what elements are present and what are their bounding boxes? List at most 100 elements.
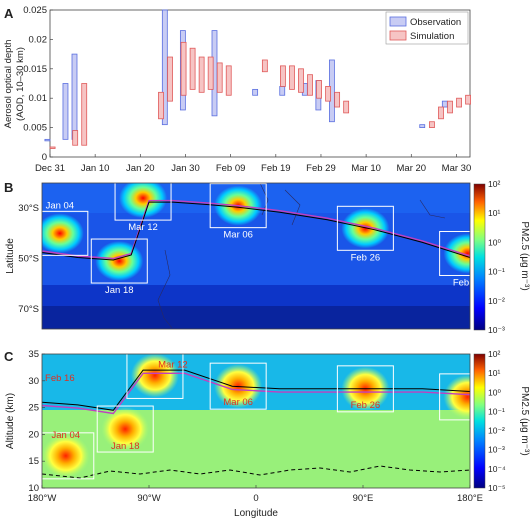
b-cbtick-label: 10¹ bbox=[488, 208, 500, 218]
c-cbtick-label: 10⁻¹ bbox=[488, 406, 505, 416]
b-ytick-label: 50°S bbox=[18, 254, 39, 265]
legend-label-observation: Observation bbox=[410, 17, 461, 28]
box-b-label: Feb 26 bbox=[351, 252, 381, 263]
panel-c-letter: C bbox=[4, 349, 14, 364]
plume-c bbox=[130, 354, 179, 398]
box-b bbox=[42, 210, 89, 256]
box-b-label: Jan 04 bbox=[46, 200, 75, 211]
box-c-label: Mar 06 bbox=[223, 397, 253, 408]
simulation-bar bbox=[429, 121, 435, 129]
box-c bbox=[126, 354, 184, 399]
plume-c bbox=[443, 374, 470, 419]
plume-c bbox=[42, 433, 90, 478]
a-xtick-label: Mar 10 bbox=[351, 163, 381, 174]
box-b bbox=[439, 230, 470, 276]
a-ytick-label: 0.015 bbox=[23, 64, 47, 75]
panel-b-colorbar-label: PM2.5 (μg m⁻³) bbox=[519, 221, 530, 290]
box-b-label: Feb 16 bbox=[453, 277, 483, 288]
simulation-bar bbox=[225, 65, 232, 96]
simulation-bar bbox=[465, 94, 471, 105]
plume-c bbox=[101, 407, 150, 452]
panel-c-trajectory-observation bbox=[42, 369, 470, 411]
simulation-bar bbox=[207, 56, 214, 90]
box-b-label: Jan 18 bbox=[105, 285, 134, 296]
panel-b-letter: B bbox=[4, 180, 13, 195]
box-c-label: Feb 26 bbox=[351, 400, 381, 411]
b-cbtick-label: 10⁻² bbox=[488, 296, 505, 306]
panel-b-trajectory-observation bbox=[42, 201, 470, 261]
panel-b-trajectory-simulation bbox=[42, 199, 470, 260]
simulation-bar bbox=[280, 65, 286, 87]
c-xtick-label: 90°W bbox=[137, 493, 160, 504]
panel-a-bars bbox=[44, 9, 471, 149]
panel-c-trajectory-simulation bbox=[42, 372, 470, 415]
c-cbtick-label: 10² bbox=[488, 349, 500, 359]
b-cbtick-label: 10² bbox=[488, 179, 500, 189]
simulation-bar bbox=[72, 130, 79, 146]
plume-b bbox=[95, 241, 144, 282]
simulation-bar bbox=[456, 97, 462, 108]
simulation-bar bbox=[198, 56, 205, 93]
c-cbtick-label: 10⁰ bbox=[488, 387, 501, 397]
simulation-bar bbox=[167, 56, 173, 102]
box-b-label: Mar 06 bbox=[223, 230, 253, 241]
panel-c-xlabel: Longitude bbox=[234, 508, 278, 519]
legend-label-simulation: Simulation bbox=[410, 31, 454, 42]
b-cbtick-label: 10⁻³ bbox=[488, 325, 505, 335]
c-cbtick-label: 10⁻⁴ bbox=[488, 464, 506, 474]
legend-swatch-simulation bbox=[389, 30, 407, 41]
a-ytick-label: 0.02 bbox=[29, 34, 48, 45]
simulation-bar bbox=[216, 62, 223, 93]
a-xtick-label: Feb 09 bbox=[216, 163, 246, 174]
panel-b-frame bbox=[41, 182, 471, 330]
observation-bar bbox=[441, 100, 448, 108]
panel-b-ylabel: Latitude bbox=[5, 238, 16, 274]
panel-b-colorbar bbox=[473, 183, 486, 331]
b-cbtick-label: 10⁻¹ bbox=[488, 267, 505, 277]
simulation-bar bbox=[261, 59, 268, 73]
a-ytick-label: 0.005 bbox=[23, 123, 47, 134]
a-ytick-label: 0 bbox=[42, 152, 47, 163]
box-b bbox=[90, 238, 148, 284]
box-b bbox=[114, 183, 172, 221]
panel-b: B Latitude Jan 04 Mar 12 Mar 06 Feb 26 Feb 1… bbox=[4, 179, 530, 335]
simulation-bar bbox=[298, 68, 304, 93]
observation-bar bbox=[44, 138, 51, 142]
panel-c-yticks: 10 15 20 25 30 35 bbox=[28, 349, 45, 494]
plume-b bbox=[119, 183, 168, 219]
simulation-bar bbox=[189, 47, 196, 90]
legend-swatch-observation bbox=[389, 16, 407, 27]
panel-c-plumes bbox=[42, 354, 470, 478]
panel-b-boxes: Jan 04 Mar 12 Mar 06 Feb 26 Feb 16 Jan 18 bbox=[42, 183, 483, 296]
plume-b bbox=[341, 208, 390, 249]
a-xtick-label: Jan 30 bbox=[171, 163, 200, 174]
a-xtick-label: Dec 31 bbox=[35, 163, 65, 174]
c-ytick-label: 10 bbox=[28, 483, 39, 494]
observation-bar bbox=[279, 86, 286, 96]
box-c-label: Mar 12 bbox=[158, 359, 188, 370]
panel-b-coastline bbox=[157, 183, 446, 329]
panel-c-boxes: Feb 16 Mar 12 Mar 06 Feb 26 Jan 04 Jan 18 bbox=[42, 354, 470, 480]
panel-b-polar-band bbox=[42, 306, 470, 329]
box-b-label: Mar 12 bbox=[128, 222, 158, 233]
a-xtick-label: Jan 10 bbox=[81, 163, 110, 174]
box-c-label: Feb 16 bbox=[45, 373, 75, 384]
c-ytick-label: 30 bbox=[28, 376, 39, 387]
a-ytick-label: 0.025 bbox=[23, 5, 47, 16]
simulation-bar bbox=[289, 65, 295, 90]
panel-c-xticks: 180°W 90°W 0 90°E 180°E bbox=[28, 485, 483, 504]
simulation-bar bbox=[180, 41, 187, 96]
b-ytick-label: 70°S bbox=[18, 304, 39, 315]
legend: Observation Simulation bbox=[385, 11, 469, 45]
a-xtick-label: Feb 19 bbox=[261, 163, 291, 174]
panel-c: C Altitude (km) Feb 16 Mar 12 Mar 06 Feb 26… bbox=[4, 349, 530, 519]
box-c bbox=[96, 405, 154, 453]
c-xtick-label: 0 bbox=[253, 493, 258, 504]
panel-c-colorbar bbox=[473, 353, 486, 489]
panel-a-letter: A bbox=[4, 6, 14, 21]
box-b bbox=[336, 205, 394, 251]
box-c bbox=[209, 362, 267, 410]
simulation-bar bbox=[447, 100, 453, 114]
simulation-bar bbox=[325, 86, 331, 102]
a-xtick-label: Mar 20 bbox=[397, 163, 427, 174]
